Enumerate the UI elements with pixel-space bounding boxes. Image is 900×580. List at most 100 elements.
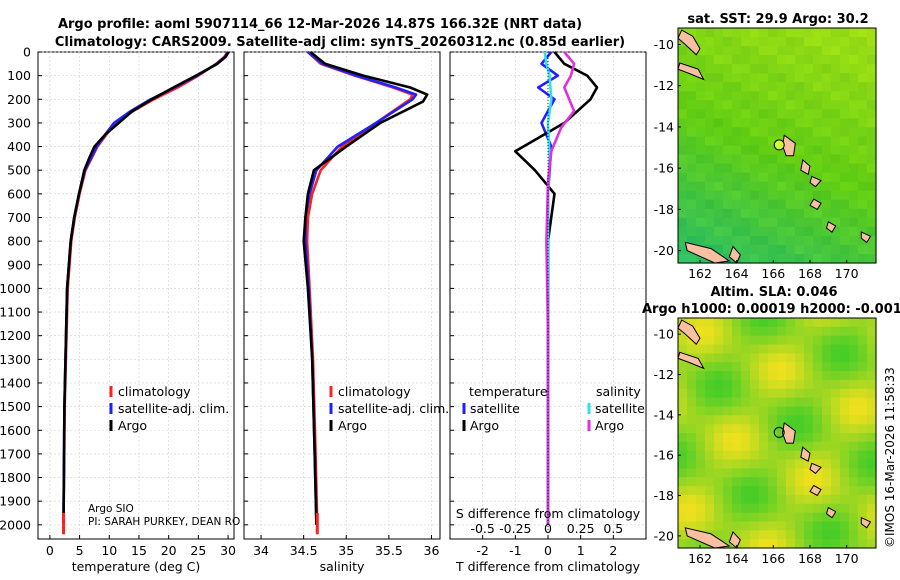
map1-cell [867,163,877,174]
map2-cell [786,415,796,425]
map1-cell [705,163,715,174]
map1-cell [813,46,823,56]
map2-cell [687,486,697,496]
map2-island [684,527,731,549]
map1-cell [678,100,688,110]
map2-cell [786,353,796,363]
map2-cell [750,335,760,346]
map2-cell [840,539,850,549]
map1-cell [804,37,814,47]
map2-cell [786,326,796,337]
map1-cell [705,136,715,147]
map1-cell [831,181,841,192]
map2-cell [849,397,859,407]
map1-argo-position-marker [773,139,785,151]
map2-cell [822,530,832,540]
map2-cell [687,424,697,434]
map1-cell [750,254,760,264]
map2-cell [831,415,841,425]
map2-cell [759,326,769,337]
map1-cell [714,181,724,192]
map2-cell [831,512,841,522]
map2-cell [867,530,877,540]
map1-cell [795,172,805,183]
map1-cell [678,217,688,228]
map1-cell [714,235,724,246]
map1-cell [777,199,787,210]
map2-cell [723,371,733,381]
map2-cell [696,494,706,505]
map1-cell [786,127,796,137]
map2-cell [714,459,724,469]
map2-cell [813,530,823,540]
map2-cell [804,494,814,505]
map1-cell [786,109,796,119]
map1-cell [678,244,688,255]
map2-cell [831,318,841,328]
map1-cell [723,136,733,147]
legend-argo: Argo [338,418,367,433]
map1-cell [822,100,832,110]
map2-cell [696,477,706,487]
map1-cell [795,100,805,110]
map2-cell [840,318,850,328]
map2-cell [723,326,733,337]
map2-cell [858,530,868,540]
map2-cell [741,521,751,531]
map1-cell [867,64,877,74]
map1-cell [687,91,697,101]
map2-cell [714,397,724,407]
map1-cell [705,82,715,92]
map2-cell [822,494,832,505]
map1-cell [867,46,877,56]
map1-cell [867,181,877,192]
map2-cell [822,318,832,328]
map2-cell [696,335,706,346]
map2-cell [687,450,697,461]
map1-cell [849,82,859,92]
map2-cell [804,530,814,540]
map2-cell [786,388,796,399]
map1-cell [849,64,859,74]
map2-cell [795,521,805,531]
map2-cell [804,379,814,390]
depth-tick-label: 1000 [0,281,31,296]
map2-cell [867,450,877,461]
map1-cell [741,226,751,237]
map2-cell [723,530,733,540]
map2-cell [759,441,769,452]
map2-cell [795,424,805,434]
depth-tick-label: 600 [7,186,31,201]
map2-cell [786,512,796,522]
depth-tick-label: 1500 [0,399,31,414]
map2-cell [705,406,715,416]
map2-cell [858,477,868,487]
map1-cell [831,55,841,65]
map2-cell [768,406,778,416]
map1-cell [795,254,805,264]
map1-cell [822,91,832,101]
map1-cell [687,217,697,228]
map1-cell [804,100,814,110]
map1-cell [741,181,751,192]
map1-cell [795,217,805,228]
map2-cell [849,477,859,487]
map1-cell [741,217,751,228]
map2-cell [804,397,814,407]
map1-cell [687,73,697,83]
map2-cell [822,326,832,337]
map1-cell [795,190,805,201]
map2-cell [795,335,805,346]
map1-cell [678,172,688,183]
map1-cell [813,37,823,47]
map2-cell [696,353,706,363]
map1-cell [849,190,859,201]
map2-cell [678,539,688,549]
map2-cell [804,512,814,522]
map1-cell [741,199,751,210]
map2-cell [696,406,706,416]
map1-cell [858,64,868,74]
map1-cell [696,163,706,174]
map1-cell [867,118,877,128]
map1-cell [822,199,832,210]
